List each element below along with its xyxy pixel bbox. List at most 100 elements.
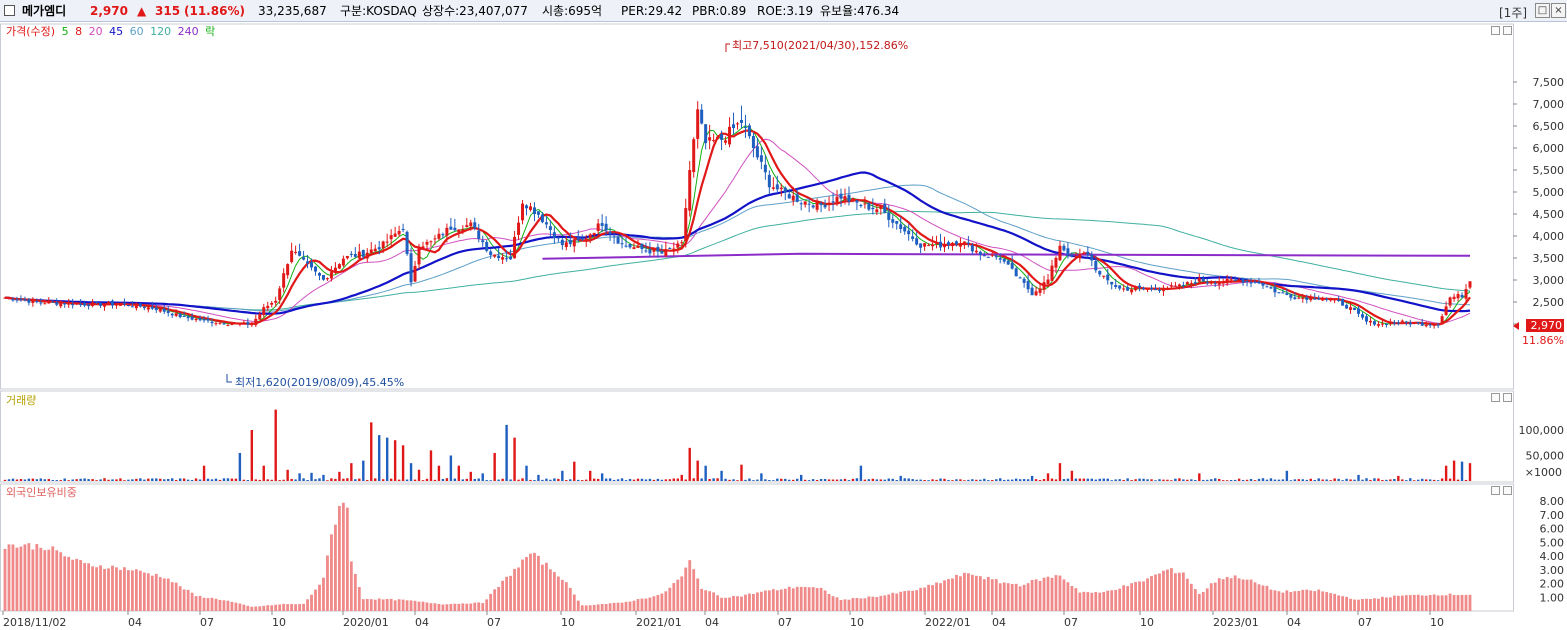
- candle-body: [839, 193, 843, 199]
- foreign-ratio-bar: [369, 599, 373, 611]
- volume-bar: [433, 479, 437, 481]
- last-change-label: 11.86%: [1522, 334, 1564, 347]
- volume-bar: [79, 478, 82, 481]
- candle-body: [1456, 294, 1460, 299]
- foreign-ratio-bar: [672, 583, 676, 611]
- candle-body: [1185, 282, 1189, 285]
- volume-unit-label: ×1000: [1525, 466, 1562, 479]
- candle-body: [843, 196, 847, 200]
- candle-body: [258, 313, 262, 320]
- foreign-ratio-bar: [1456, 595, 1460, 611]
- volume-pane-minimize-button[interactable]: [1491, 393, 1500, 402]
- change-arrow-icon: ▲: [137, 4, 147, 18]
- candle-body: [871, 207, 875, 210]
- foreign-legend[interactable]: 외국인보유비중: [6, 486, 77, 499]
- foreign-ratio-bar: [943, 580, 946, 611]
- volume-bar: [1405, 480, 1408, 481]
- volume-bar: [171, 478, 174, 481]
- volume-pane-close-button[interactable]: [1503, 393, 1512, 402]
- volume-bar: [660, 479, 664, 481]
- minimize-button[interactable]: □: [1535, 3, 1550, 18]
- volume-bar: [1174, 478, 1177, 481]
- candle-body: [333, 267, 337, 273]
- candle-body: [103, 304, 107, 307]
- candle-body: [138, 303, 142, 307]
- candle-body: [493, 254, 497, 257]
- volume-bar: [807, 480, 811, 481]
- legend-price[interactable]: 가격(수정): [6, 25, 56, 38]
- volume-bar: [1198, 473, 1201, 481]
- foreign-ratio-bar: [15, 547, 19, 611]
- foreign-ratio-bar: [1432, 594, 1436, 611]
- volume-bar: [445, 478, 449, 481]
- volume-bar: [959, 479, 962, 481]
- foreign-ratio-bar: [1086, 592, 1090, 611]
- legend-ma45[interactable]: 45: [109, 25, 124, 38]
- candle-body: [1122, 288, 1126, 290]
- foreign-ratio-bar: [286, 604, 290, 611]
- period-selector[interactable]: [1주]: [1499, 6, 1528, 20]
- legend-ma8[interactable]: 8: [75, 25, 83, 38]
- volume-bar: [581, 480, 584, 481]
- legend-ma60[interactable]: 60: [129, 25, 144, 38]
- volume-bar: [764, 479, 767, 481]
- candle-body: [445, 227, 449, 236]
- foreign-pane-minimize-button[interactable]: [1491, 486, 1500, 495]
- foreign-ratio-bar: [891, 592, 895, 611]
- candle-body: [218, 322, 222, 324]
- volume-bar: [1413, 480, 1416, 481]
- foreign-ratio-bar: [186, 589, 190, 611]
- legend-ma5[interactable]: 5: [61, 25, 69, 38]
- close-button[interactable]: ×: [1551, 3, 1566, 18]
- candle-body: [688, 170, 692, 211]
- legend-ma120[interactable]: 120: [150, 25, 172, 38]
- foreign-ratio-bar: [202, 597, 206, 611]
- volume-bar: [1448, 478, 1452, 481]
- price-pane-close-button[interactable]: [1503, 26, 1512, 35]
- foreign-pane-close-button[interactable]: [1503, 486, 1512, 495]
- volume-bar: [202, 465, 206, 481]
- candle-body: [1464, 289, 1468, 299]
- price-pane-minimize-button[interactable]: [1491, 26, 1500, 35]
- candle-body: [548, 226, 552, 231]
- volume-bar: [493, 452, 496, 481]
- candle-body: [950, 242, 954, 247]
- volume-bar: [370, 422, 373, 481]
- legend-ma20[interactable]: 20: [88, 25, 103, 38]
- foreign-ratio-bar: [1197, 593, 1201, 611]
- candle-body: [1297, 297, 1301, 299]
- foreign-ratio-bar: [1150, 576, 1153, 611]
- foreign-ratio-bar: [1174, 573, 1177, 611]
- foreign-ratio-bar: [903, 591, 907, 611]
- legend-ex-rights[interactable]: 락: [205, 25, 216, 38]
- volume-legend[interactable]: 거래량: [6, 394, 37, 407]
- select-checkbox[interactable]: [4, 5, 15, 16]
- candle-body: [1169, 285, 1173, 287]
- foreign-ratio-bar: [421, 601, 425, 611]
- candle-body: [1074, 256, 1078, 258]
- candle-body: [341, 258, 345, 266]
- foreign-ratio-bar: [234, 602, 238, 611]
- foreign-ratio-bar: [254, 606, 258, 611]
- stock-chart[interactable]: 7,500 7,000 6,500 6,000 5,500 5,000 4,500 4,000…: [0, 22, 1567, 630]
- candle-body: [302, 257, 306, 260]
- foreign-ratio-bar: [652, 596, 656, 611]
- volume-bar: [194, 478, 198, 481]
- price-tick-label: 6,500: [1533, 120, 1565, 133]
- foreign-ratio-bar: [310, 594, 313, 611]
- legend-ma240[interactable]: 240: [177, 25, 199, 38]
- foreign-ratio-bar: [847, 599, 851, 611]
- volume-bar: [577, 479, 580, 481]
- foreign-ratio-bar: [377, 598, 381, 611]
- volume-bar: [1170, 480, 1173, 481]
- foreign-ratio-bar: [214, 598, 218, 611]
- foreign-ratio-bar: [389, 598, 393, 611]
- foreign-ratio-bar: [1130, 583, 1134, 611]
- candle-body: [732, 124, 736, 129]
- candle-body: [576, 237, 580, 240]
- foreign-ratio-bar: [915, 590, 919, 611]
- volume-bar: [784, 478, 787, 481]
- volume-bar: [995, 479, 998, 481]
- foreign-ratio-bar: [831, 596, 835, 611]
- volume-bar: [1269, 478, 1273, 481]
